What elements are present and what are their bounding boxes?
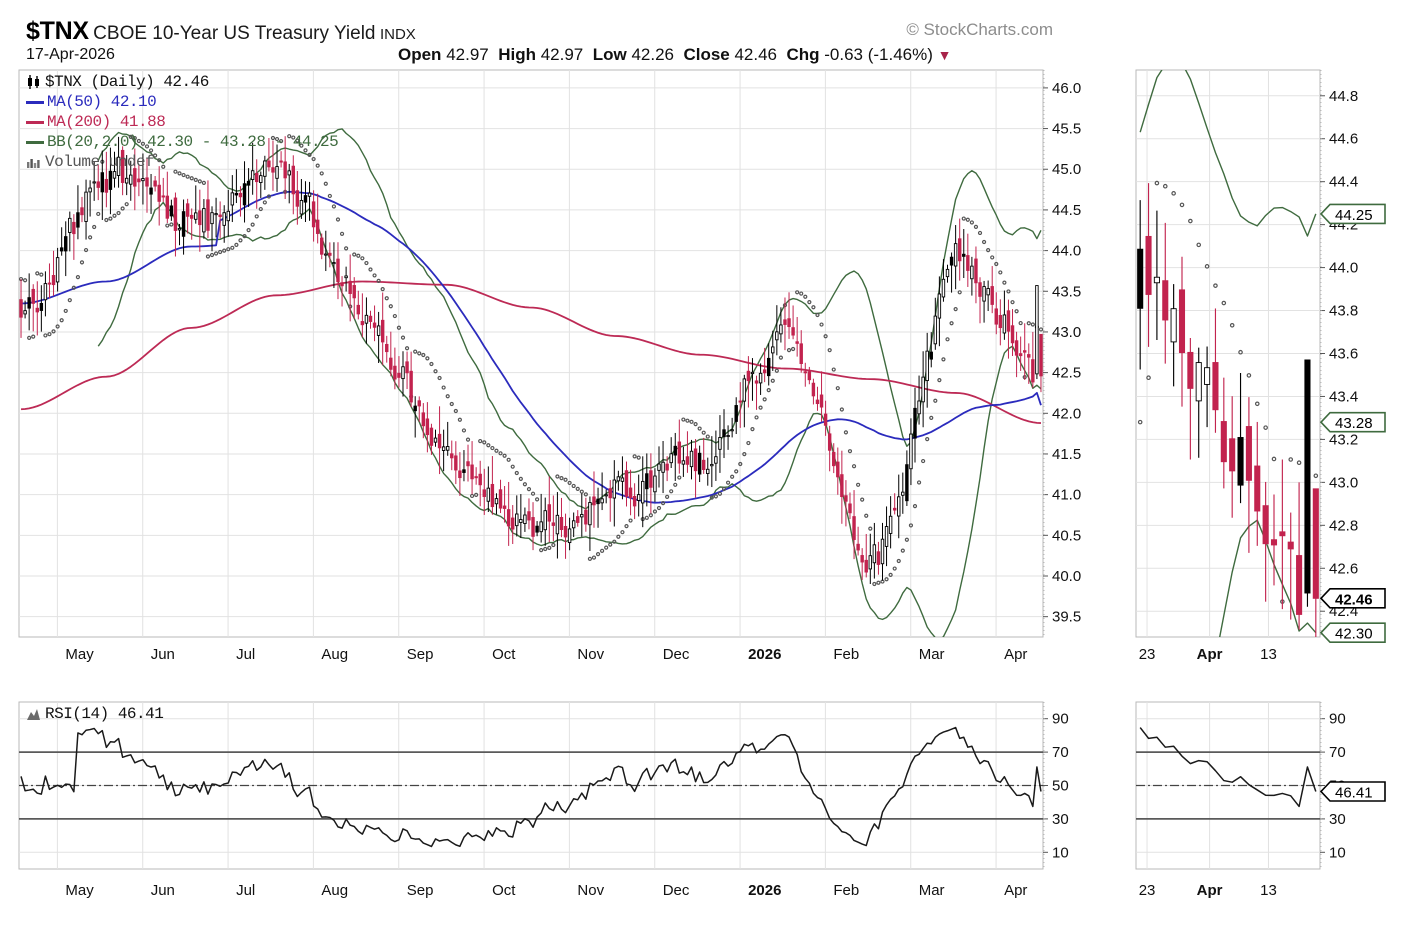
svg-text:Feb: Feb xyxy=(833,882,859,899)
stockcharts-watermark: © StockCharts.com xyxy=(906,20,1053,39)
svg-text:43.6: 43.6 xyxy=(1329,346,1358,363)
legend-rsi-label: RSI(14) 46.41 xyxy=(45,705,164,723)
svg-text:2026: 2026 xyxy=(748,882,781,899)
svg-text:Jul: Jul xyxy=(236,882,255,899)
svg-text:10: 10 xyxy=(1052,844,1069,861)
svg-text:42.0: 42.0 xyxy=(1052,405,1081,422)
quote-date: 17-Apr-2026 xyxy=(26,46,115,63)
svg-text:May: May xyxy=(65,646,94,663)
svg-text:Dec: Dec xyxy=(663,646,690,663)
svg-text:Aug: Aug xyxy=(321,646,348,663)
rsi-legend: RSI(14) 46.41 xyxy=(26,704,164,724)
svg-text:Oct: Oct xyxy=(492,646,516,663)
svg-text:Nov: Nov xyxy=(577,646,604,663)
svg-text:Jul: Jul xyxy=(236,646,255,663)
high-label: High xyxy=(498,45,536,64)
svg-text:42.46: 42.46 xyxy=(1335,591,1373,608)
main-price-chart[interactable]: 46.0 45.5 45.0 44.5 44.0 43.5 43.0 42.5 42.0 41.5… xyxy=(18,68,1113,671)
change-direction-down-icon: ▼ xyxy=(937,47,952,63)
close-label: Close xyxy=(683,45,730,64)
svg-text:46.0: 46.0 xyxy=(1052,80,1081,97)
svg-text:90: 90 xyxy=(1329,711,1346,728)
svg-text:Sep: Sep xyxy=(407,646,434,663)
ohlc-summary: Open 42.97 High 42.97 Low 42.26 Close 42… xyxy=(398,45,952,65)
svg-text:Aug: Aug xyxy=(321,882,348,899)
svg-text:40.0: 40.0 xyxy=(1052,568,1081,585)
close-value: 42.46 xyxy=(734,45,778,64)
svg-text:13: 13 xyxy=(1260,882,1277,899)
rsi-mountain-icon xyxy=(26,707,41,721)
svg-text:45.0: 45.0 xyxy=(1052,161,1081,178)
svg-text:Apr: Apr xyxy=(1004,646,1027,663)
svg-text:Mar: Mar xyxy=(919,882,945,899)
svg-text:44.8: 44.8 xyxy=(1329,88,1358,105)
symbol-title: $TNX CBOE 10-Year US Treasury Yield INDX xyxy=(26,17,416,46)
svg-text:70: 70 xyxy=(1329,744,1346,761)
svg-text:41.5: 41.5 xyxy=(1052,446,1081,463)
svg-text:43.5: 43.5 xyxy=(1052,283,1081,300)
svg-text:42.8: 42.8 xyxy=(1329,517,1358,534)
svg-text:41.0: 41.0 xyxy=(1052,487,1081,504)
svg-text:43.4: 43.4 xyxy=(1329,388,1358,405)
svg-text:Apr: Apr xyxy=(1197,646,1223,663)
svg-text:Sep: Sep xyxy=(407,882,434,899)
svg-text:43.0: 43.0 xyxy=(1329,474,1358,491)
low-value: 42.26 xyxy=(631,45,674,64)
svg-text:Mar: Mar xyxy=(919,646,945,663)
svg-text:45.5: 45.5 xyxy=(1052,121,1081,138)
svg-text:10: 10 xyxy=(1329,844,1346,861)
zoom-rsi-chart[interactable]: 907050301023Apr1346.41 xyxy=(1122,700,1408,907)
ticker-symbol: $TNX xyxy=(26,17,89,45)
svg-text:44.0: 44.0 xyxy=(1052,243,1081,260)
svg-text:43.28: 43.28 xyxy=(1335,415,1373,432)
svg-text:44.0: 44.0 xyxy=(1329,260,1358,277)
change-value: -0.63 (-1.46%) xyxy=(824,45,933,64)
svg-text:44.4: 44.4 xyxy=(1329,174,1358,191)
zoom-price-chart[interactable]: 44.844.644.444.244.043.843.643.443.243.0… xyxy=(1122,68,1408,671)
svg-text:Apr: Apr xyxy=(1197,882,1223,899)
open-value: 42.97 xyxy=(446,45,489,64)
svg-text:42.6: 42.6 xyxy=(1329,560,1358,577)
svg-text:46.41: 46.41 xyxy=(1335,784,1373,801)
svg-text:May: May xyxy=(65,882,94,899)
main-rsi-chart[interactable]: 90 70 50 30 10 May Jun Jul Aug Sep Oct Nov Dec 2026 Fe… xyxy=(18,700,1113,907)
open-label: Open xyxy=(398,45,442,64)
symbol-description: CBOE 10-Year US Treasury Yield xyxy=(93,23,376,44)
svg-text:23: 23 xyxy=(1139,882,1156,899)
svg-text:50: 50 xyxy=(1052,778,1069,795)
svg-text:2026: 2026 xyxy=(748,646,781,663)
svg-text:44.5: 44.5 xyxy=(1052,202,1081,219)
svg-text:44.25: 44.25 xyxy=(1335,207,1373,224)
svg-text:23: 23 xyxy=(1139,646,1156,663)
high-value: 42.97 xyxy=(540,45,584,64)
legend-row-rsi: RSI(14) 46.41 xyxy=(26,704,164,724)
svg-text:Nov: Nov xyxy=(577,882,604,899)
svg-text:30: 30 xyxy=(1329,811,1346,828)
svg-text:Dec: Dec xyxy=(663,882,690,899)
svg-text:Oct: Oct xyxy=(492,882,516,899)
svg-text:39.5: 39.5 xyxy=(1052,609,1081,626)
svg-text:40.5: 40.5 xyxy=(1052,527,1081,544)
chart-header: $TNX CBOE 10-Year US Treasury Yield INDX… xyxy=(0,0,1408,66)
svg-text:Feb: Feb xyxy=(833,646,859,663)
svg-text:70: 70 xyxy=(1052,744,1069,761)
svg-text:30: 30 xyxy=(1052,811,1069,828)
symbol-index-tag: INDX xyxy=(379,26,416,43)
svg-text:Jun: Jun xyxy=(151,646,175,663)
svg-text:Apr: Apr xyxy=(1004,882,1027,899)
svg-text:43.8: 43.8 xyxy=(1329,303,1358,320)
low-label: Low xyxy=(592,45,627,64)
svg-text:90: 90 xyxy=(1052,711,1069,728)
svg-text:42.5: 42.5 xyxy=(1052,365,1081,382)
svg-text:44.6: 44.6 xyxy=(1329,131,1358,148)
change-label: Chg xyxy=(786,45,820,64)
svg-text:Jun: Jun xyxy=(151,882,175,899)
svg-text:43.2: 43.2 xyxy=(1329,431,1358,448)
svg-text:13: 13 xyxy=(1260,646,1277,663)
svg-text:43.0: 43.0 xyxy=(1052,324,1081,341)
svg-text:42.30: 42.30 xyxy=(1335,626,1373,643)
